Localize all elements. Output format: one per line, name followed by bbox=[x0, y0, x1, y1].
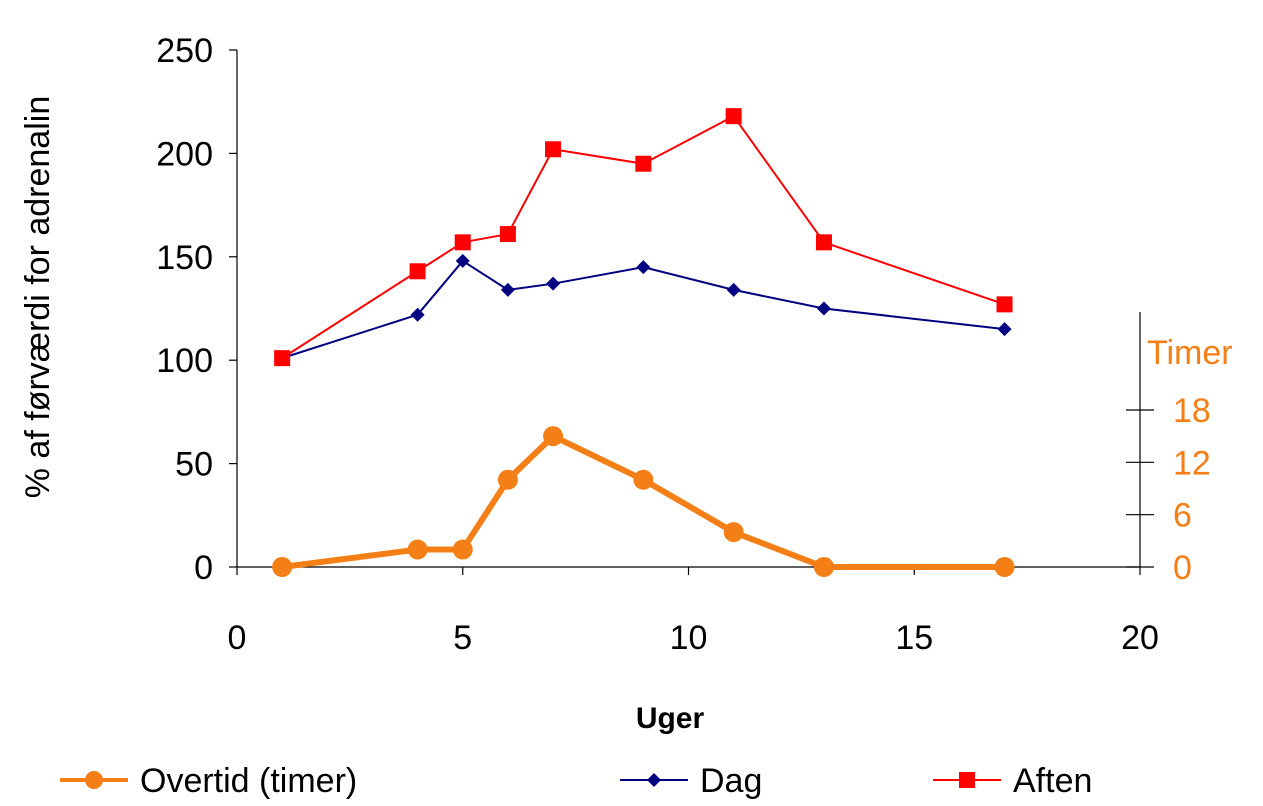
y-tick-label: 50 bbox=[175, 446, 213, 484]
legend-label: Dag bbox=[700, 762, 762, 800]
data-point bbox=[455, 253, 470, 268]
data-point bbox=[500, 282, 515, 297]
data-point bbox=[815, 234, 832, 251]
legend-marker bbox=[647, 773, 661, 787]
data-point bbox=[723, 522, 744, 543]
y-axis-title: % af førværdi for adrenalin bbox=[19, 96, 57, 499]
data-point bbox=[543, 426, 564, 447]
legend-item: Overtid (timer) bbox=[60, 762, 357, 800]
x-tick-label: 15 bbox=[895, 619, 933, 657]
data-point bbox=[497, 469, 518, 490]
x-tick-label: 0 bbox=[228, 619, 247, 657]
series-overtid-timer bbox=[272, 426, 1015, 577]
x-axis-title: Uger bbox=[636, 702, 705, 735]
y2-tick-label: 12 bbox=[1173, 444, 1211, 482]
series-dag bbox=[275, 253, 1012, 366]
data-point bbox=[409, 263, 426, 280]
series-line bbox=[281, 259, 1005, 360]
legend-marker bbox=[85, 771, 103, 789]
data-point bbox=[410, 307, 425, 322]
x-tick-label: 5 bbox=[453, 619, 472, 657]
data-point bbox=[452, 539, 473, 560]
data-point bbox=[454, 234, 471, 251]
data-point bbox=[813, 557, 834, 577]
data-point bbox=[274, 350, 291, 367]
legend-item: Dag bbox=[620, 762, 762, 800]
data-point bbox=[635, 155, 652, 172]
series-aften bbox=[274, 108, 1013, 367]
data-point bbox=[407, 539, 428, 560]
y2-tick-label: 18 bbox=[1173, 392, 1211, 430]
legend-item: Aften bbox=[933, 762, 1092, 800]
y2-axis-title: Timer bbox=[1147, 334, 1233, 372]
data-point bbox=[546, 276, 561, 291]
series-line bbox=[281, 115, 1005, 359]
data-point bbox=[994, 557, 1015, 577]
data-point bbox=[272, 557, 293, 577]
y2-tick-label: 0 bbox=[1173, 549, 1192, 587]
data-point bbox=[499, 226, 516, 243]
y-tick-label: 250 bbox=[156, 32, 213, 70]
data-point bbox=[816, 301, 831, 316]
data-point bbox=[726, 282, 741, 297]
legend-marker bbox=[959, 772, 975, 788]
y-tick-label: 100 bbox=[156, 342, 213, 380]
legend-label: Overtid (timer) bbox=[140, 762, 357, 800]
y-tick-label: 150 bbox=[156, 239, 213, 277]
y-tick-label: 0 bbox=[194, 549, 213, 587]
y-tick-label: 200 bbox=[156, 135, 213, 173]
data-point bbox=[633, 469, 654, 490]
series-layer bbox=[272, 108, 1015, 577]
data-point bbox=[545, 141, 562, 158]
legend-label: Aften bbox=[1013, 762, 1092, 800]
data-point bbox=[996, 296, 1013, 313]
y2-tick-label: 6 bbox=[1173, 497, 1192, 535]
x-tick-label: 10 bbox=[670, 619, 708, 657]
legend: Overtid (timer) Dag Aften bbox=[60, 762, 1092, 800]
series-line bbox=[281, 433, 1005, 570]
axes: 0 50 100 150 200 250 0 5 10 15 20 Uger % af førværdi… bbox=[19, 32, 1233, 735]
x-tick-label: 20 bbox=[1121, 619, 1159, 657]
data-point bbox=[725, 108, 742, 125]
data-point bbox=[997, 322, 1012, 337]
data-point bbox=[636, 260, 651, 275]
